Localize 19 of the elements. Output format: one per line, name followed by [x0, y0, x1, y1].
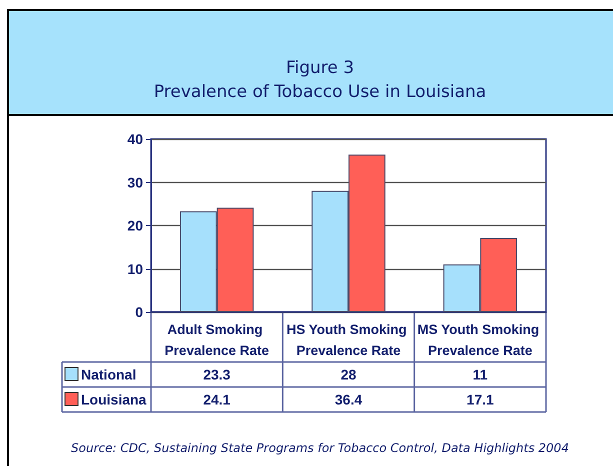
- chart-title: Figure 3: [286, 58, 354, 78]
- y-tick-label: 40: [127, 131, 144, 147]
- x-tick-label: MS Youth Smoking Prevalence Rate: [417, 322, 543, 358]
- x-tick-label: Adult Smoking Prevalence Rate: [164, 322, 270, 358]
- legend-label: National: [81, 366, 136, 382]
- legend-label: Louisiana: [81, 392, 147, 408]
- y-tick-label: 10: [127, 260, 144, 277]
- source-note: Source: CDC, Sustaining State Programs for Tobacco Control, Data Highlights 2004: [71, 441, 569, 455]
- data-label: 24.1: [203, 392, 231, 408]
- y-tick-label: 30: [127, 174, 144, 190]
- y-tick-label: 0: [135, 304, 144, 320]
- data-label: 23.3: [203, 366, 231, 382]
- data-label: 11: [472, 366, 488, 382]
- data-label: 36.4: [334, 392, 362, 408]
- data-label: 17.1: [466, 392, 494, 408]
- chart-subtitle: Prevalence of Tobacco Use in Louisiana: [154, 82, 486, 102]
- data-label: 28: [340, 366, 356, 382]
- y-tick-label: 20: [127, 218, 144, 234]
- x-tick-label: HS Youth Smoking Prevalence Rate: [286, 322, 411, 358]
